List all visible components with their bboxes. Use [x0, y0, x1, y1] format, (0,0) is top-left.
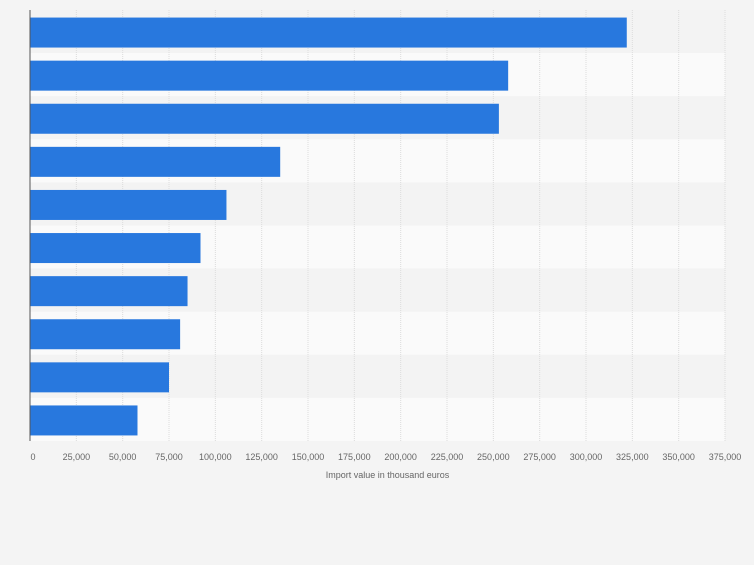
x-tick-label: 250,000: [477, 452, 510, 462]
bars: [30, 17, 627, 436]
x-tick-label: 275,000: [523, 452, 556, 462]
x-tick-label: 375,000: [709, 452, 742, 462]
x-tick-label: 25,000: [63, 452, 91, 462]
x-axis-label: Import value in thousand euros: [326, 470, 450, 480]
row-band: [30, 397, 725, 441]
x-tick-labels: 0 25,000 50,000 75,000 100,000 125,000 150,000…: [30, 452, 741, 462]
x-tick-label: 175,000: [338, 452, 371, 462]
bar[interactable]: [30, 319, 181, 350]
x-tick-label: 325,000: [616, 452, 649, 462]
bar[interactable]: [30, 405, 138, 436]
x-tick-label: 350,000: [662, 452, 695, 462]
x-tick-label: 100,000: [199, 452, 232, 462]
x-tick-label: 225,000: [431, 452, 464, 462]
bar[interactable]: [30, 233, 201, 264]
bar[interactable]: [30, 189, 227, 220]
x-tick-label: 150,000: [292, 452, 325, 462]
x-tick-label: 0: [30, 452, 35, 462]
x-tick-label: 125,000: [245, 452, 278, 462]
x-tick-label: 75,000: [155, 452, 183, 462]
bar[interactable]: [30, 17, 627, 48]
x-tick-label: 200,000: [384, 452, 417, 462]
bar[interactable]: [30, 103, 499, 134]
bar[interactable]: [30, 362, 169, 393]
x-tick-label: 50,000: [109, 452, 137, 462]
bar[interactable]: [30, 276, 188, 307]
bar[interactable]: [30, 60, 509, 91]
x-tick-label: 300,000: [570, 452, 603, 462]
bar[interactable]: [30, 146, 281, 177]
